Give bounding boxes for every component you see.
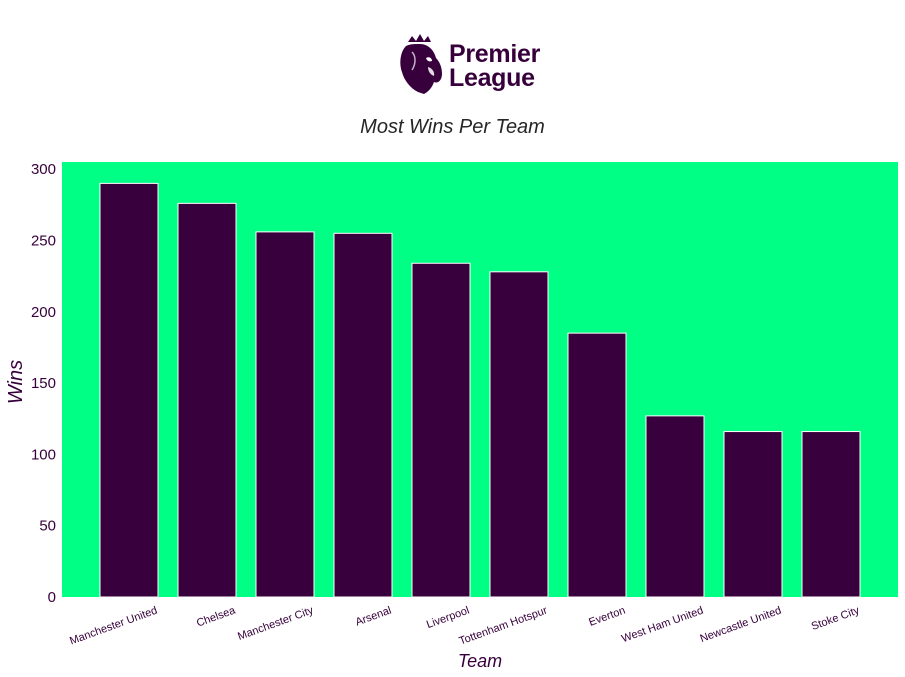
x-tick-label: Liverpool: [425, 605, 471, 632]
x-axis-ticks: Manchester United Chelsea Manchester City A…: [68, 604, 861, 647]
y-tick-label: 150: [31, 375, 56, 392]
y-tick-label: 300: [31, 161, 56, 178]
lion-crest-icon: [400, 34, 442, 94]
x-tick-label: Chelsea: [195, 604, 238, 629]
chart-title: Most Wins Per Team: [360, 116, 545, 138]
logo-text-league: League: [449, 64, 535, 92]
x-tick-label: Arsenal: [354, 605, 393, 629]
bar-everton: [567, 332, 627, 598]
y-tick-label: 200: [31, 304, 56, 321]
bar-tottenham-hotspur: [489, 271, 549, 598]
premier-league-logo: Premier League: [398, 34, 541, 96]
x-axis-label: Team: [458, 651, 502, 671]
x-tick-label: Manchester United: [68, 605, 159, 648]
bar-stoke-city: [801, 431, 861, 598]
y-axis-label: Wins: [5, 360, 27, 404]
y-tick-label: 250: [31, 232, 56, 249]
x-tick-label: Stoke City: [810, 604, 862, 633]
bars-group: [99, 182, 861, 598]
bar-newcastle-united: [723, 431, 783, 598]
y-tick-label: 0: [48, 589, 56, 606]
bar-liverpool: [411, 262, 471, 598]
y-tick-label: 50: [39, 518, 56, 535]
bar-west-ham-united: [645, 415, 705, 598]
x-tick-label: Everton: [587, 605, 627, 629]
y-axis-ticks: 0 50 100 150 200 250 300: [31, 161, 56, 606]
x-tick-label: Newcastle United: [698, 605, 783, 646]
bar-manchester-united: [99, 182, 159, 598]
y-tick-label: 100: [31, 446, 56, 463]
bar-arsenal: [333, 232, 393, 598]
logo-text-premier: Premier: [449, 40, 541, 68]
bar-manchester-city: [255, 231, 315, 598]
x-tick-label: West Ham United: [620, 605, 705, 646]
bar-chelsea: [177, 202, 237, 598]
x-tick-label: Manchester City: [236, 604, 315, 643]
x-tick-label: Tottenham Hotspur: [458, 604, 550, 647]
